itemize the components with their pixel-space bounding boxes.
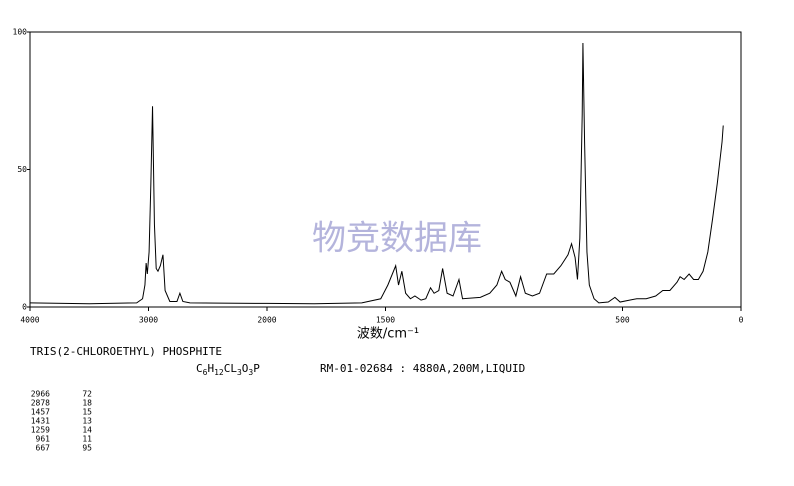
peak-wavenumber: 1259 [31, 426, 50, 435]
peak-wavenumber: 1457 [31, 408, 50, 417]
y-tick-label: 100 [13, 28, 28, 37]
formula-element: H [207, 362, 214, 375]
peak-intensity: 72 [82, 390, 92, 399]
x-tick-label: 4000 [20, 316, 39, 325]
peak-wavenumber: 1431 [31, 417, 50, 426]
peak-intensity: 13 [82, 417, 92, 426]
formula-element: P [253, 362, 260, 375]
sample-info: RM-01-02684 : 4880A,200M,LIQUID [320, 362, 525, 375]
formula: C6​H12​CL3​O3​P [196, 362, 260, 377]
peak-intensity: 14 [82, 426, 92, 435]
formula-element: C [196, 362, 203, 375]
y-tick-label: 0 [22, 303, 27, 312]
x-tick-label: 0 [739, 316, 744, 325]
peak-wavenumber: 2878 [31, 399, 50, 408]
formula-element: CL [224, 362, 238, 375]
formula-count: 3 [248, 368, 253, 377]
peak-intensity: 11 [82, 435, 92, 444]
x-tick-label: 1500 [376, 316, 395, 325]
peak-intensity: 18 [82, 399, 92, 408]
x-tick-label: 500 [615, 316, 630, 325]
formula-element: O [242, 362, 249, 375]
watermark: 物竞数据库 [312, 219, 482, 259]
plot-frame [29, 31, 742, 308]
peak-intensity: 15 [82, 408, 92, 417]
peak-wavenumber: 667 [36, 444, 51, 453]
formula-count: 6 [203, 368, 208, 377]
peak-intensity: 95 [82, 444, 92, 453]
formula-count: 12 [214, 368, 224, 377]
peak-wavenumber: 2966 [31, 390, 50, 399]
spectrum-line [29, 42, 724, 305]
x-tick-label: 2000 [257, 316, 276, 325]
peak-wavenumber: 961 [36, 435, 51, 444]
formula-count: 3 [237, 368, 242, 377]
compound-name: TRIS(2-CHLOROETHYL) PHOSPHITE [30, 345, 222, 358]
x-axis-label: 波数/cm⁻¹ [357, 327, 419, 342]
y-tick-label: 50 [17, 165, 27, 174]
x-tick-label: 3000 [139, 316, 158, 325]
